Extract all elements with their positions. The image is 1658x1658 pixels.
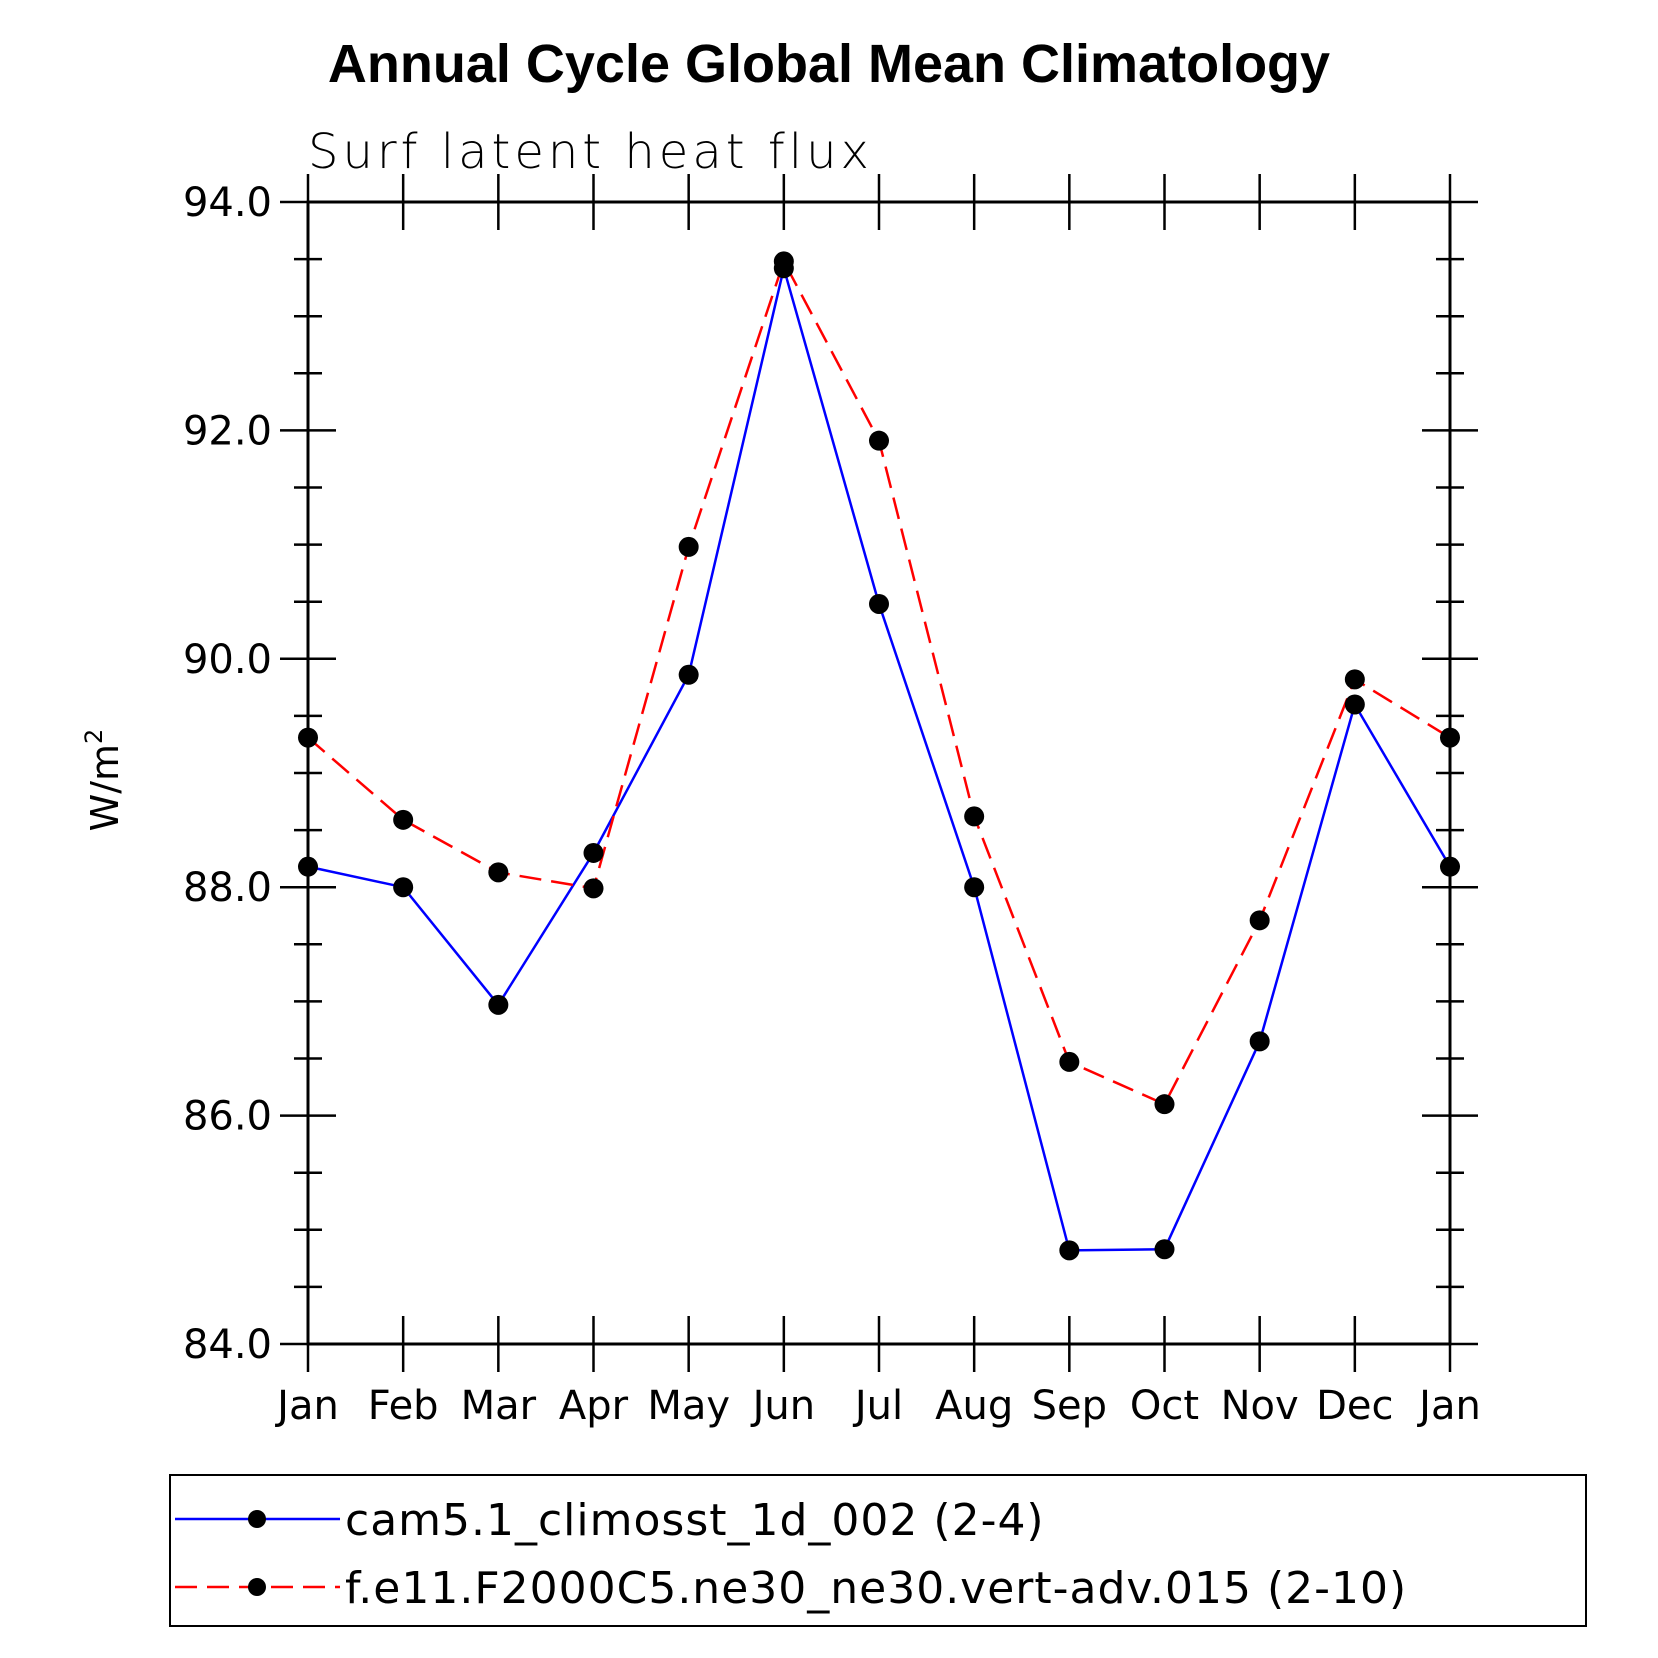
series-points <box>298 251 1460 1261</box>
plot-frame <box>306 200 1452 1346</box>
data-point-series-1 <box>488 994 509 1015</box>
data-point-series-2 <box>393 809 414 830</box>
data-point-series-2 <box>488 862 509 883</box>
data-point-series-1 <box>678 664 699 685</box>
x-tick-label: Aug <box>935 1383 1013 1429</box>
data-point-series-2 <box>583 878 604 899</box>
y-tick-label: 90.0 <box>183 637 272 683</box>
y-axis-label-unit: W/m <box>83 744 127 831</box>
series-lines <box>307 258 1452 1252</box>
data-point-series-2 <box>1154 1094 1175 1115</box>
axis-ticks <box>280 174 1478 1372</box>
x-tick-label: Jan <box>1416 1383 1481 1429</box>
y-tick-labels: 84.0 86.0 88.0 90.0 92.0 94.0 <box>183 180 272 1368</box>
data-point-series-1 <box>869 593 889 614</box>
x-tick-label: Nov <box>1221 1383 1299 1429</box>
x-tick-label: Oct <box>1130 1383 1199 1429</box>
x-tick-label: May <box>647 1383 730 1429</box>
data-point-series-1 <box>393 877 414 898</box>
x-tick-label: Jan <box>274 1383 339 1429</box>
data-point-series-1 <box>964 877 985 898</box>
data-point-series-2 <box>1059 1051 1080 1072</box>
y-tick-label: 94.0 <box>183 180 272 226</box>
x-tick-label: Jul <box>852 1383 903 1429</box>
data-point-series-1 <box>583 842 604 863</box>
y-tick-label: 86.0 <box>183 1094 272 1140</box>
x-tick-label: Dec <box>1316 1383 1393 1429</box>
data-point-series-2 <box>678 536 699 557</box>
x-tick-label: Sep <box>1032 1383 1107 1429</box>
data-point-series-1 <box>1059 1240 1080 1261</box>
y-axis-label: W/m2 <box>80 729 127 832</box>
legend-marker-series-1 <box>248 1510 266 1528</box>
series-line-1 <box>307 263 1452 1252</box>
y-tick-label: 88.0 <box>183 865 272 911</box>
x-tick-label: Jun <box>750 1383 816 1429</box>
legend-marker-series-2 <box>248 1578 266 1596</box>
data-point-series-2 <box>1249 910 1270 931</box>
legend-box <box>169 1474 1587 1627</box>
data-point-series-2 <box>1344 669 1365 690</box>
legend-label-series-1: cam5.1_climosst_1d_002 (2-4) <box>345 1495 1045 1546</box>
x-tick-label: Mar <box>461 1383 537 1429</box>
data-point-series-1 <box>1249 1031 1270 1052</box>
y-axis-label-superscript: 2 <box>80 729 108 744</box>
data-point-series-2 <box>964 806 985 827</box>
legend-label-series-2: f.e11.F2000C5.ne30_ne30.vert-adv.015 (2-… <box>345 1563 1407 1614</box>
data-point-series-1 <box>1344 694 1365 715</box>
data-point-series-2 <box>869 430 889 451</box>
data-point-series-2 <box>773 251 794 272</box>
chart-subtitle: Surf latent heat flux <box>308 124 873 180</box>
chart-title: Annual Cycle Global Mean Climatology <box>328 34 1330 94</box>
y-tick-label: 84.0 <box>183 1322 272 1368</box>
x-tick-label: Feb <box>368 1383 439 1429</box>
data-point-series-1 <box>1154 1239 1175 1260</box>
x-tick-label: Apr <box>559 1383 629 1429</box>
legend: cam5.1_climosst_1d_002 (2-4) f.e11.F2000… <box>169 1474 1587 1627</box>
x-tick-labels: Jan Feb Mar Apr May Jun Jul Aug Sep Oct Nov Dec Jan <box>274 1383 1481 1429</box>
y-tick-label: 92.0 <box>183 408 272 454</box>
